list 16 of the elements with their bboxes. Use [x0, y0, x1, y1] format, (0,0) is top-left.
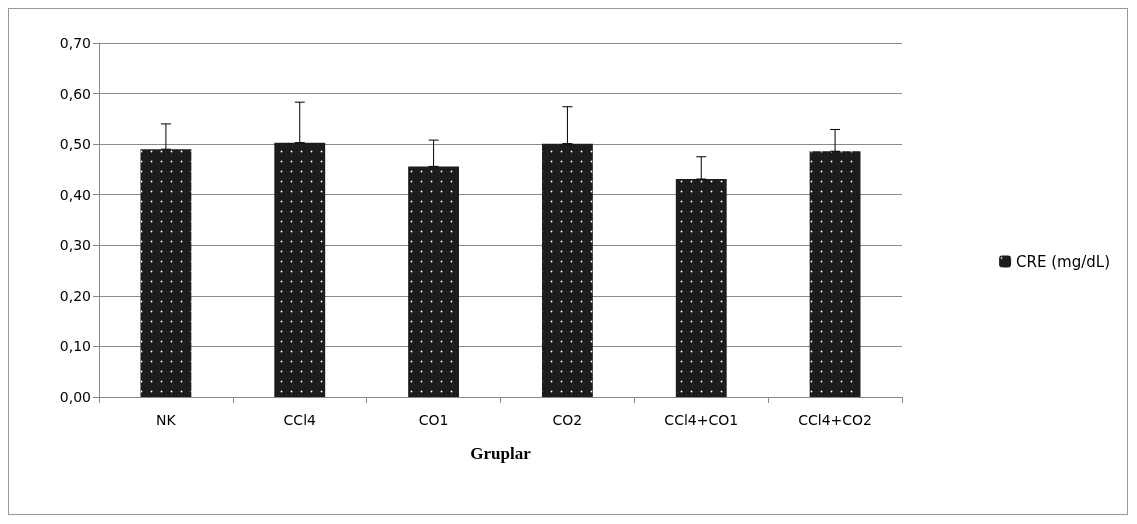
- x-axis-title: Gruplar: [470, 444, 532, 463]
- y-tick-label: 0,10: [59, 338, 91, 355]
- y-tick-label: 0,70: [59, 35, 91, 51]
- y-tick-label: 0,20: [59, 287, 91, 304]
- y-tick-label: 0,40: [59, 186, 91, 203]
- y-tick-label: 0,50: [59, 136, 91, 153]
- x-tick-label: CCl4+CO1: [664, 412, 739, 428]
- x-tick-label: CCl4: [283, 412, 317, 428]
- legend-label: CRE (mg/dL): [1016, 252, 1111, 271]
- y-tick-label: 0,00: [59, 389, 91, 405]
- x-tick-label: CCl4+CO2: [798, 412, 872, 428]
- x-tick-label: CO2: [552, 412, 583, 428]
- y-tick-label: 0,60: [59, 85, 91, 102]
- x-tick-label: NK: [156, 412, 177, 428]
- y-tick-label: 0,30: [59, 237, 91, 254]
- x-tick-label: CO1: [418, 412, 449, 428]
